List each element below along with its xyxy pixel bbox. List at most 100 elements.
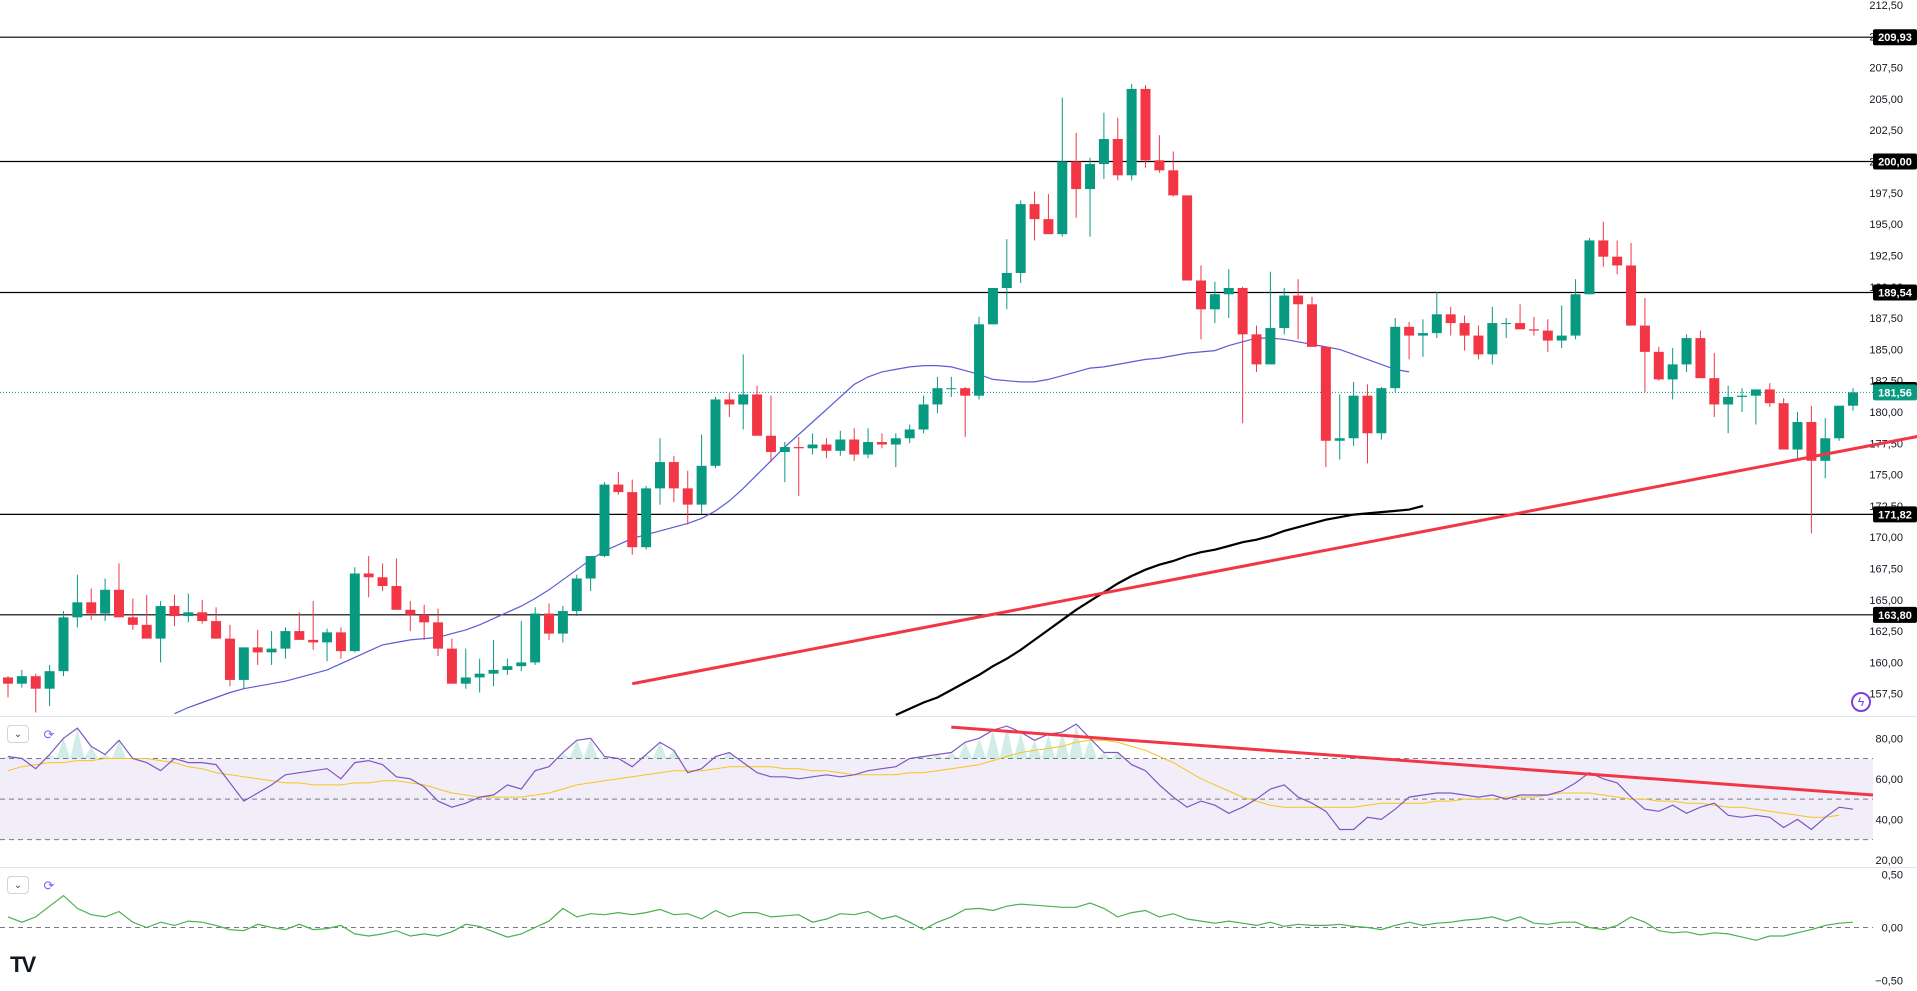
candle-body <box>1182 195 1193 281</box>
candle <box>86 588 97 620</box>
collapse-pane-1-button[interactable]: ⌄ <box>7 725 29 743</box>
collapse-pane-2-button[interactable]: ⌄ <box>7 876 29 894</box>
candle <box>1639 298 1650 392</box>
pane-2-refresh-button[interactable]: ⟳ <box>40 877 58 895</box>
candle-body <box>294 631 305 640</box>
candle-body <box>1834 405 1845 439</box>
candle-body <box>682 488 693 505</box>
candle <box>821 438 832 459</box>
candle <box>1695 330 1706 379</box>
candle <box>1806 405 1817 534</box>
candle <box>835 430 846 456</box>
candle-body <box>474 673 485 678</box>
candle-body <box>1306 304 1317 347</box>
candle <box>876 433 887 449</box>
candle-body <box>1237 288 1248 335</box>
candle-body <box>1487 323 1498 355</box>
current-price-label-bg <box>1873 384 1917 401</box>
candle <box>1778 398 1789 450</box>
candle-body <box>1334 438 1345 441</box>
candle <box>516 621 527 672</box>
candle <box>252 629 263 665</box>
candle <box>682 470 693 525</box>
candle <box>779 442 790 483</box>
candle-body <box>58 617 69 672</box>
candle <box>1792 411 1803 460</box>
candle <box>960 386 971 438</box>
candle <box>1667 348 1678 400</box>
candle <box>363 555 374 598</box>
candle <box>904 424 915 444</box>
candle-body <box>1806 421 1817 461</box>
candle <box>530 607 541 665</box>
level-price-label-bg <box>1873 506 1917 523</box>
candle-body <box>308 639 319 643</box>
candle <box>544 603 555 640</box>
candle-body <box>668 462 679 489</box>
candle <box>627 479 638 555</box>
tradingview-logo-icon[interactable]: TV <box>10 952 36 977</box>
current-price-label: 181,56 <box>1878 387 1912 399</box>
candle <box>696 434 707 514</box>
y-tick-label: 202,50 <box>1869 125 1903 137</box>
candle <box>169 594 180 627</box>
candle <box>335 627 346 659</box>
momentum-line <box>7 894 1854 941</box>
candle <box>1515 304 1526 330</box>
candle-body <box>1279 295 1290 329</box>
candle-body <box>1404 326 1415 336</box>
oscillator-line <box>7 723 1854 831</box>
candle-body <box>1501 323 1512 325</box>
candle <box>1085 157 1096 237</box>
candle-body <box>932 388 943 405</box>
y-tick-label: 165,00 <box>1869 595 1903 607</box>
candle-body <box>585 555 596 579</box>
candle <box>30 673 41 713</box>
candle-body <box>1681 338 1692 365</box>
candle <box>1196 265 1207 340</box>
candle-body <box>1709 378 1720 405</box>
candle-body <box>1154 160 1165 171</box>
y-tick-label: −0,50 <box>1875 976 1903 986</box>
candle <box>3 676 13 698</box>
candle <box>1209 281 1220 324</box>
candle <box>641 485 652 550</box>
candle <box>1140 85 1151 168</box>
pane-1-refresh-button[interactable]: ⟳ <box>40 726 58 744</box>
candle-body <box>1168 170 1179 196</box>
candle <box>1279 288 1290 335</box>
candle-body <box>280 631 291 649</box>
candle <box>849 428 860 461</box>
candle-body <box>724 399 735 405</box>
level-price-label-bg <box>1873 29 1917 46</box>
candle-body <box>779 447 790 453</box>
candle-body <box>86 602 97 614</box>
candle <box>571 574 582 617</box>
candle <box>1764 383 1775 407</box>
candle-body <box>1140 88 1151 161</box>
lightning-icon[interactable]: ϟ <box>1851 692 1871 712</box>
candle <box>1473 325 1484 360</box>
candle <box>474 658 485 693</box>
candle-body <box>405 609 416 615</box>
candle <box>446 638 457 684</box>
candle-body <box>599 484 610 556</box>
candle-body <box>1390 326 1401 389</box>
candle-body <box>974 324 985 396</box>
candle-body <box>613 484 624 493</box>
candle <box>433 608 444 657</box>
candle <box>322 628 333 662</box>
candle <box>405 601 416 632</box>
candle-body <box>127 617 138 625</box>
level-price-label: 189,54 <box>1878 288 1913 300</box>
candle <box>1404 321 1415 360</box>
candle-body <box>488 669 499 674</box>
candle-body <box>238 647 249 680</box>
oscillator-2-pane: 0,50 0,00 −0,50 <box>0 869 1903 988</box>
candle-body <box>72 602 83 618</box>
candle-body <box>169 606 180 617</box>
candle <box>1057 97 1068 237</box>
candle-body <box>183 612 194 617</box>
